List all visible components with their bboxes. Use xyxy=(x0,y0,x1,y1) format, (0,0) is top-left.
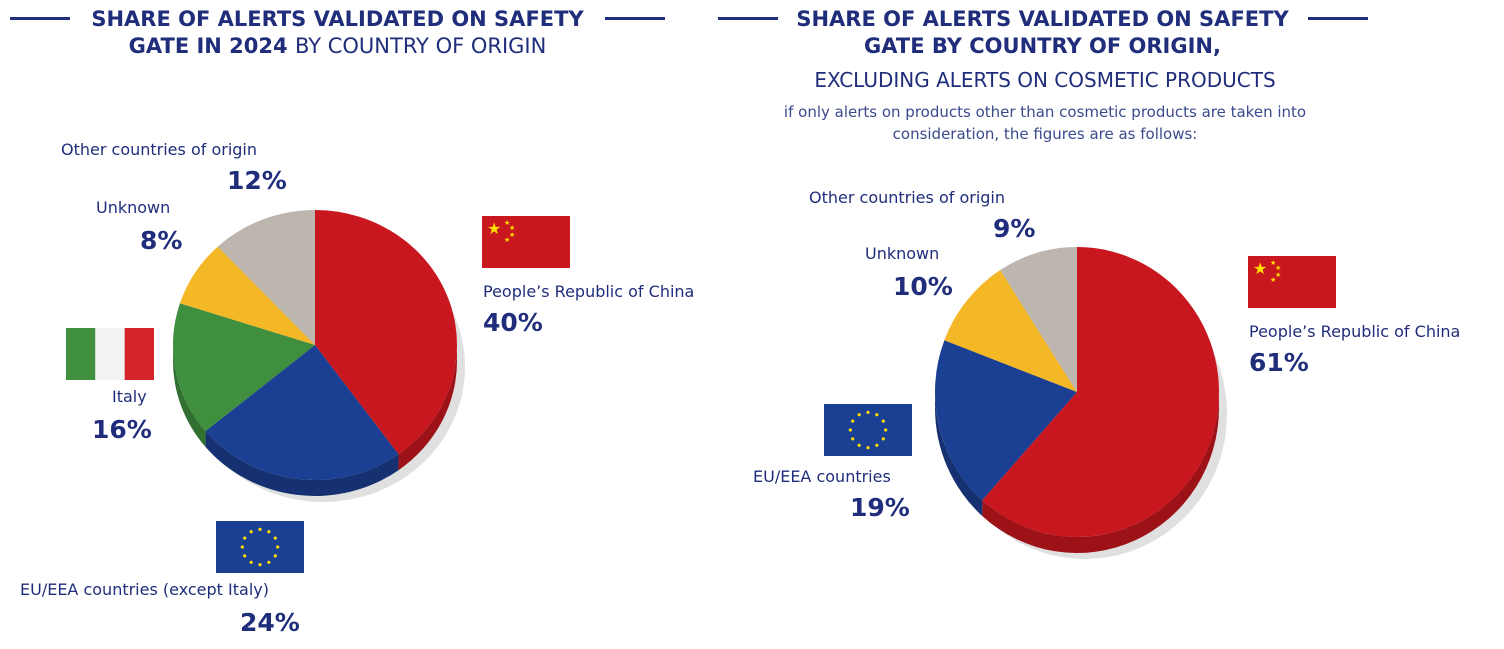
pct-other: 9% xyxy=(993,214,1036,243)
eu-flag-icon xyxy=(216,521,304,573)
pct-eu: 24% xyxy=(240,608,300,637)
svg-text:★: ★ xyxy=(509,224,515,232)
pie-slice-eu xyxy=(205,345,399,481)
chart1-title: SHARE OF ALERTS VALIDATED ON SAFETY GATE… xyxy=(91,7,584,58)
svg-text:★: ★ xyxy=(1275,264,1281,272)
svg-text:★: ★ xyxy=(487,219,501,238)
pie-slice-italy xyxy=(173,303,315,432)
chart2-subtitle: EXCLUDING ALERTS ON COSMETIC PRODUCTS xyxy=(814,68,1276,92)
title-rule-left xyxy=(10,17,70,20)
label-china: People’s Republic of China xyxy=(1249,322,1461,341)
italy-flag-icon xyxy=(66,328,154,380)
china-flag-icon: ★ ★★★★ xyxy=(1248,256,1336,308)
pie-slice-side-eu xyxy=(935,392,983,517)
title-rule-right xyxy=(1308,17,1368,20)
pie-slice-eu xyxy=(935,340,1077,501)
label-other: Other countries of origin xyxy=(61,140,258,159)
label-italy: Italy xyxy=(112,387,147,406)
svg-text:★: ★ xyxy=(1270,276,1276,284)
pie-slice-side-china xyxy=(982,392,1219,553)
pie-slice-unknown xyxy=(179,246,315,345)
china-flag-icon: ★ ★★★★ xyxy=(482,216,570,268)
label-unknown: Unknown xyxy=(865,244,940,263)
pct-unknown: 10% xyxy=(893,272,953,301)
pct-china: 61% xyxy=(1249,348,1309,377)
pie-chart-2 xyxy=(935,247,1227,559)
title-rule-right xyxy=(605,17,665,20)
pct-eu: 19% xyxy=(850,493,910,522)
svg-text:★: ★ xyxy=(504,219,510,227)
svg-text:★: ★ xyxy=(504,236,510,244)
label-unknown: Unknown xyxy=(96,198,171,217)
pie-slice-unknown xyxy=(944,270,1077,392)
pie-slice-china xyxy=(982,247,1219,538)
pct-italy: 16% xyxy=(92,415,152,444)
pie-slice-side-china xyxy=(398,345,457,471)
pie-slice-side-eu xyxy=(205,431,399,496)
svg-text:★: ★ xyxy=(509,231,515,239)
pct-other: 12% xyxy=(227,166,287,195)
pie-slice-other xyxy=(1000,247,1077,392)
pie-chart-1 xyxy=(173,210,465,502)
title-rule-left xyxy=(718,17,778,20)
chart2-title: SHARE OF ALERTS VALIDATED ON SAFETY GATE… xyxy=(796,7,1289,58)
svg-text:★: ★ xyxy=(1275,271,1281,279)
eu-flag-icon xyxy=(824,404,912,456)
pct-unknown: 8% xyxy=(140,226,183,255)
pct-china: 40% xyxy=(483,308,543,337)
label-eu: EU/EEA countries xyxy=(753,467,891,486)
svg-text:★: ★ xyxy=(1270,259,1276,267)
pie-slice-other xyxy=(217,210,315,345)
chart2-note: if only alerts on products other than co… xyxy=(783,103,1307,143)
label-china: People’s Republic of China xyxy=(483,282,695,301)
pie-slice-side-italy xyxy=(173,345,206,448)
label-other: Other countries of origin xyxy=(809,188,1006,207)
pie-slice-china xyxy=(315,210,457,455)
svg-text:★: ★ xyxy=(1253,259,1267,278)
label-eu: EU/EEA countries (except Italy) xyxy=(20,580,269,599)
